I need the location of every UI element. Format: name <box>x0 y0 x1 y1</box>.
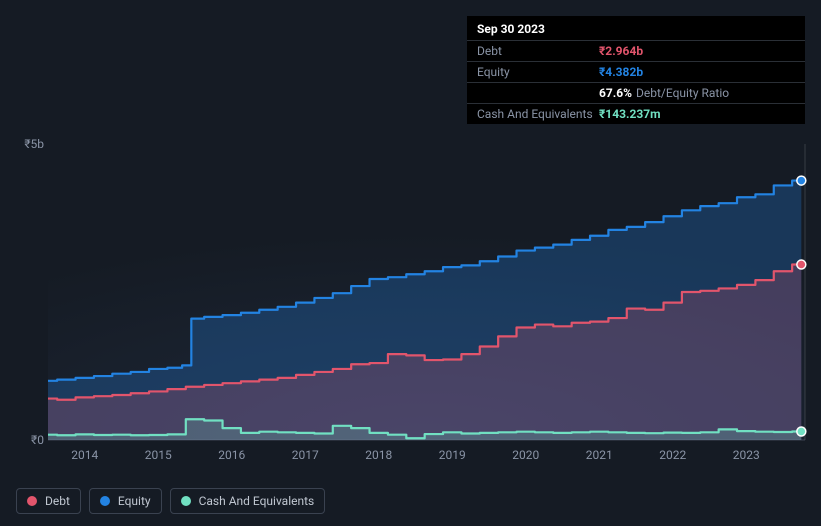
tooltip-rows: Debt₹2.964bEquity₹4.382b67.6%Debt/Equity… <box>467 41 805 124</box>
debt-legend-dot <box>27 496 37 506</box>
x-axis-tick: 2020 <box>512 448 539 462</box>
series-end-marker-cash <box>797 427 806 436</box>
y-axis-tick: ₹5b <box>20 137 44 151</box>
tooltip-row-label: Cash And Equivalents <box>477 107 599 121</box>
series-end-marker-equity <box>797 176 806 185</box>
legend-item-equity[interactable]: Equity <box>89 488 162 514</box>
x-axis-tick: 2015 <box>145 448 172 462</box>
tooltip-row-sub: Debt/Equity Ratio <box>636 86 729 100</box>
x-axis-tick: 2022 <box>659 448 686 462</box>
tooltip-row-label: Equity <box>477 65 599 79</box>
series-end-marker-debt <box>797 260 806 269</box>
legend-item-label: Cash And Equivalents <box>199 494 315 508</box>
tooltip-row-label: Debt <box>477 44 599 58</box>
legend-item-label: Equity <box>118 494 151 508</box>
tooltip-row-value: ₹143.237m <box>599 107 661 121</box>
tooltip-row: Debt₹2.964b <box>467 41 805 62</box>
tooltip-row-value: ₹2.964b <box>599 44 643 58</box>
tooltip-row-value: 67.6% <box>599 86 632 100</box>
legend-item-label: Debt <box>45 494 70 508</box>
y-axis-tick: ₹0 <box>20 433 44 447</box>
x-axis-tick: 2018 <box>365 448 392 462</box>
equity-legend-dot <box>100 496 110 506</box>
x-axis-tick: 2021 <box>586 448 613 462</box>
tooltip-row: Cash And Equivalents₹143.237m <box>467 104 805 124</box>
chart-plot[interactable] <box>48 144 805 440</box>
tooltip-date: Sep 30 2023 <box>467 16 805 41</box>
x-axis-tick: 2016 <box>218 448 245 462</box>
tooltip-row: Equity₹4.382b <box>467 62 805 83</box>
x-axis-tick: 2019 <box>439 448 466 462</box>
legend: Debt Equity Cash And Equivalents <box>16 488 325 514</box>
x-axis: 2014 2015 2016 2017 2018 2019 2020 2021 2022 2023 <box>48 448 805 468</box>
x-axis-tick: 2023 <box>733 448 760 462</box>
cash-legend-dot <box>181 496 191 506</box>
x-axis-tick: 2017 <box>292 448 319 462</box>
legend-item-cash[interactable]: Cash And Equivalents <box>170 488 326 514</box>
tooltip-panel: Sep 30 2023 Debt₹2.964bEquity₹4.382b67.6… <box>467 16 805 124</box>
legend-item-debt[interactable]: Debt <box>16 488 81 514</box>
tooltip-row: 67.6% Debt/Equity Ratio <box>467 83 805 104</box>
tooltip-row-value: ₹4.382b <box>599 65 643 79</box>
x-axis-tick: 2014 <box>71 448 98 462</box>
